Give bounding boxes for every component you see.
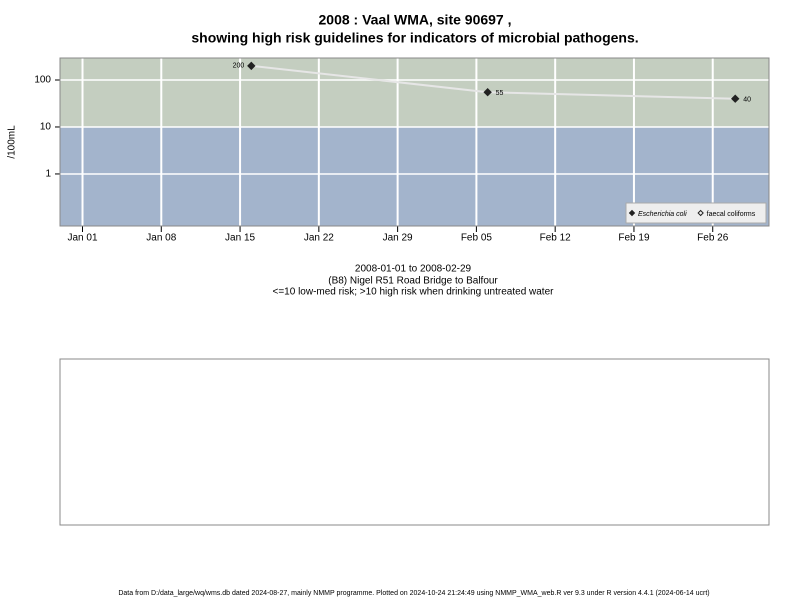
legend-label: faecal coliforms <box>707 211 756 218</box>
data-label: 55 <box>496 90 504 97</box>
x-tick-label: Jan 29 <box>383 233 413 244</box>
x-tick-label: Feb 05 <box>461 233 493 244</box>
high-risk-zone <box>60 58 769 127</box>
footer: Data from D:/data_large/wq/wms.db dated … <box>118 590 709 597</box>
y-tick-label: 100 <box>34 75 51 86</box>
y-tick-label: 10 <box>40 122 52 133</box>
plot-frame <box>59 57 770 227</box>
x-tick-label: Feb 19 <box>618 233 650 244</box>
chart-title: showing high risk guidelines for indicat… <box>191 30 638 46</box>
chart-title: 2008 : Vaal WMA, site 90697 , <box>319 12 512 28</box>
x-tick-label: Jan 01 <box>67 233 97 244</box>
subtitle: (B8) Nigel R51 Road Bridge to Balfour <box>328 276 498 287</box>
data-point <box>483 87 492 97</box>
legend-label: Escherichia coli <box>638 211 687 218</box>
data-point <box>247 61 256 71</box>
x-tick-label: Jan 08 <box>146 233 176 244</box>
subtitle: 2008-01-01 to 2008-02-29 <box>355 264 472 275</box>
data-label: 200 <box>233 63 245 70</box>
legend-marker <box>628 209 636 217</box>
x-tick-label: Feb 26 <box>697 233 729 244</box>
x-tick-label: Jan 15 <box>225 233 255 244</box>
data-label: 40 <box>743 97 751 104</box>
y-axis-label: /100mL <box>7 125 18 159</box>
subtitle: <=10 low-med risk; >10 high risk when dr… <box>273 287 555 298</box>
x-tick-label: Jan 22 <box>304 233 334 244</box>
data-point <box>731 94 740 103</box>
legend-marker <box>697 209 704 217</box>
legend-box <box>625 202 767 224</box>
empty-panel <box>59 358 770 526</box>
x-tick-label: Feb 12 <box>540 233 572 244</box>
y-tick-label: 1 <box>45 169 51 180</box>
